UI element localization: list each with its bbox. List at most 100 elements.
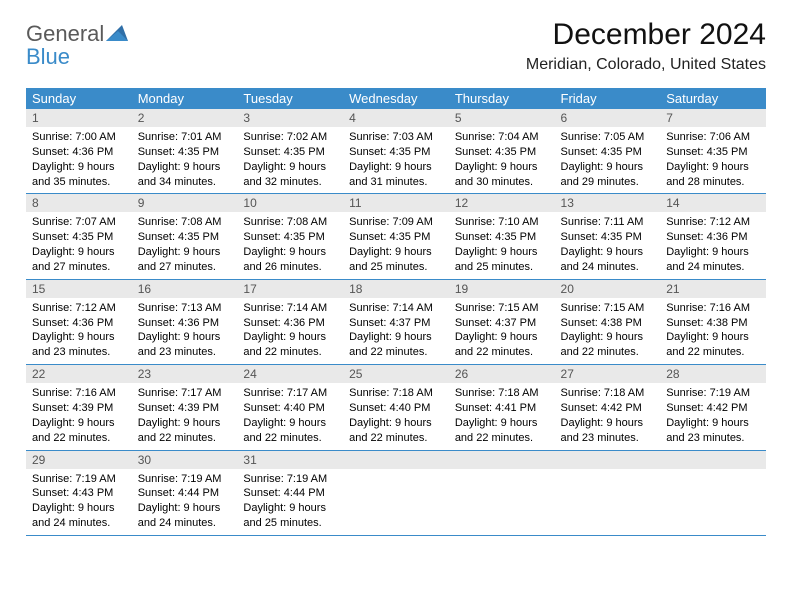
detail-line: Sunset: 4:38 PM (666, 316, 760, 331)
detail-line: Sunset: 4:35 PM (32, 230, 126, 245)
detail-line: Sunrise: 7:17 AM (138, 386, 232, 401)
detail-line: Sunset: 4:36 PM (32, 145, 126, 160)
detail-line: Sunset: 4:35 PM (349, 230, 443, 245)
detail-line: Daylight: 9 hours (138, 416, 232, 431)
logo-text: General Blue (26, 22, 128, 68)
day-details: Sunrise: 7:14 AMSunset: 4:37 PMDaylight:… (343, 298, 449, 364)
weekday-header: Wednesday (343, 88, 449, 109)
detail-line: Daylight: 9 hours (349, 160, 443, 175)
detail-line: Daylight: 9 hours (455, 330, 549, 345)
calendar-cell: 4Sunrise: 7:03 AMSunset: 4:35 PMDaylight… (343, 109, 449, 194)
detail-line: Sunset: 4:35 PM (243, 230, 337, 245)
location: Meridian, Colorado, United States (526, 56, 766, 74)
day-number: 8 (26, 194, 132, 212)
detail-line: Sunrise: 7:18 AM (455, 386, 549, 401)
detail-line: Sunset: 4:36 PM (138, 316, 232, 331)
day-details: Sunrise: 7:18 AMSunset: 4:42 PMDaylight:… (555, 383, 661, 449)
calendar-cell: 12Sunrise: 7:10 AMSunset: 4:35 PMDayligh… (449, 194, 555, 279)
detail-line: Daylight: 9 hours (349, 330, 443, 345)
day-number (449, 451, 555, 469)
detail-line: Daylight: 9 hours (455, 245, 549, 260)
day-details: Sunrise: 7:19 AMSunset: 4:42 PMDaylight:… (660, 383, 766, 449)
day-details: Sunrise: 7:09 AMSunset: 4:35 PMDaylight:… (343, 212, 449, 278)
day-details: Sunrise: 7:08 AMSunset: 4:35 PMDaylight:… (237, 212, 343, 278)
detail-line: Sunset: 4:41 PM (455, 401, 549, 416)
detail-line: Sunrise: 7:14 AM (349, 301, 443, 316)
day-details: Sunrise: 7:02 AMSunset: 4:35 PMDaylight:… (237, 127, 343, 193)
day-details: Sunrise: 7:19 AMSunset: 4:43 PMDaylight:… (26, 469, 132, 535)
calendar-head: SundayMondayTuesdayWednesdayThursdayFrid… (26, 88, 766, 109)
logo: General Blue (26, 18, 128, 68)
day-number: 12 (449, 194, 555, 212)
day-number: 14 (660, 194, 766, 212)
title-block: December 2024 Meridian, Colorado, United… (526, 18, 766, 74)
day-details: Sunrise: 7:04 AMSunset: 4:35 PMDaylight:… (449, 127, 555, 193)
day-number: 26 (449, 365, 555, 383)
calendar-cell: 18Sunrise: 7:14 AMSunset: 4:37 PMDayligh… (343, 279, 449, 364)
calendar-cell: 26Sunrise: 7:18 AMSunset: 4:41 PMDayligh… (449, 365, 555, 450)
day-number: 22 (26, 365, 132, 383)
calendar-cell: 19Sunrise: 7:15 AMSunset: 4:37 PMDayligh… (449, 279, 555, 364)
detail-line: Sunrise: 7:06 AM (666, 130, 760, 145)
detail-line: and 27 minutes. (32, 260, 126, 275)
detail-line: Daylight: 9 hours (32, 160, 126, 175)
day-number: 30 (132, 451, 238, 469)
detail-line: Daylight: 9 hours (349, 245, 443, 260)
logo-line2: Blue (26, 44, 70, 69)
detail-line: Daylight: 9 hours (32, 416, 126, 431)
day-number: 11 (343, 194, 449, 212)
detail-line: and 31 minutes. (349, 175, 443, 190)
day-number: 3 (237, 109, 343, 127)
detail-line: Sunrise: 7:12 AM (666, 215, 760, 230)
detail-line: Sunset: 4:39 PM (32, 401, 126, 416)
detail-line: Sunrise: 7:19 AM (32, 472, 126, 487)
day-number: 17 (237, 280, 343, 298)
calendar-cell: 15Sunrise: 7:12 AMSunset: 4:36 PMDayligh… (26, 279, 132, 364)
day-details: Sunrise: 7:15 AMSunset: 4:38 PMDaylight:… (555, 298, 661, 364)
calendar-row: 29Sunrise: 7:19 AMSunset: 4:43 PMDayligh… (26, 450, 766, 535)
detail-line: and 28 minutes. (666, 175, 760, 190)
detail-line: Sunset: 4:35 PM (666, 145, 760, 160)
calendar-cell: 1Sunrise: 7:00 AMSunset: 4:36 PMDaylight… (26, 109, 132, 194)
detail-line: and 29 minutes. (561, 175, 655, 190)
day-details: Sunrise: 7:01 AMSunset: 4:35 PMDaylight:… (132, 127, 238, 193)
day-number: 25 (343, 365, 449, 383)
calendar-cell: 11Sunrise: 7:09 AMSunset: 4:35 PMDayligh… (343, 194, 449, 279)
calendar-cell: 29Sunrise: 7:19 AMSunset: 4:43 PMDayligh… (26, 450, 132, 535)
detail-line: Daylight: 9 hours (32, 245, 126, 260)
calendar-cell: 21Sunrise: 7:16 AMSunset: 4:38 PMDayligh… (660, 279, 766, 364)
detail-line: Daylight: 9 hours (666, 416, 760, 431)
calendar-cell (449, 450, 555, 535)
detail-line: Sunrise: 7:13 AM (138, 301, 232, 316)
day-number: 2 (132, 109, 238, 127)
detail-line: Sunrise: 7:07 AM (32, 215, 126, 230)
detail-line: Sunset: 4:42 PM (561, 401, 655, 416)
day-details: Sunrise: 7:07 AMSunset: 4:35 PMDaylight:… (26, 212, 132, 278)
day-number: 29 (26, 451, 132, 469)
detail-line: and 26 minutes. (243, 260, 337, 275)
detail-line: Daylight: 9 hours (32, 330, 126, 345)
detail-line: Daylight: 9 hours (561, 330, 655, 345)
detail-line: Sunrise: 7:19 AM (138, 472, 232, 487)
detail-line: Sunset: 4:36 PM (666, 230, 760, 245)
day-number: 21 (660, 280, 766, 298)
detail-line: Daylight: 9 hours (243, 501, 337, 516)
detail-line: Sunset: 4:35 PM (561, 145, 655, 160)
weekday-header: Friday (555, 88, 661, 109)
detail-line: and 22 minutes. (349, 345, 443, 360)
detail-line: and 22 minutes. (243, 345, 337, 360)
day-number: 19 (449, 280, 555, 298)
detail-line: Daylight: 9 hours (138, 330, 232, 345)
detail-line: and 22 minutes. (455, 345, 549, 360)
calendar-cell: 28Sunrise: 7:19 AMSunset: 4:42 PMDayligh… (660, 365, 766, 450)
day-details: Sunrise: 7:15 AMSunset: 4:37 PMDaylight:… (449, 298, 555, 364)
calendar-cell: 3Sunrise: 7:02 AMSunset: 4:35 PMDaylight… (237, 109, 343, 194)
detail-line: Daylight: 9 hours (666, 330, 760, 345)
logo-line1: General (26, 21, 104, 46)
detail-line: Sunset: 4:44 PM (243, 486, 337, 501)
day-details: Sunrise: 7:12 AMSunset: 4:36 PMDaylight:… (660, 212, 766, 278)
detail-line: Daylight: 9 hours (138, 245, 232, 260)
day-number: 16 (132, 280, 238, 298)
page: General Blue December 2024 Meridian, Col… (0, 0, 792, 536)
detail-line: and 22 minutes. (138, 431, 232, 446)
